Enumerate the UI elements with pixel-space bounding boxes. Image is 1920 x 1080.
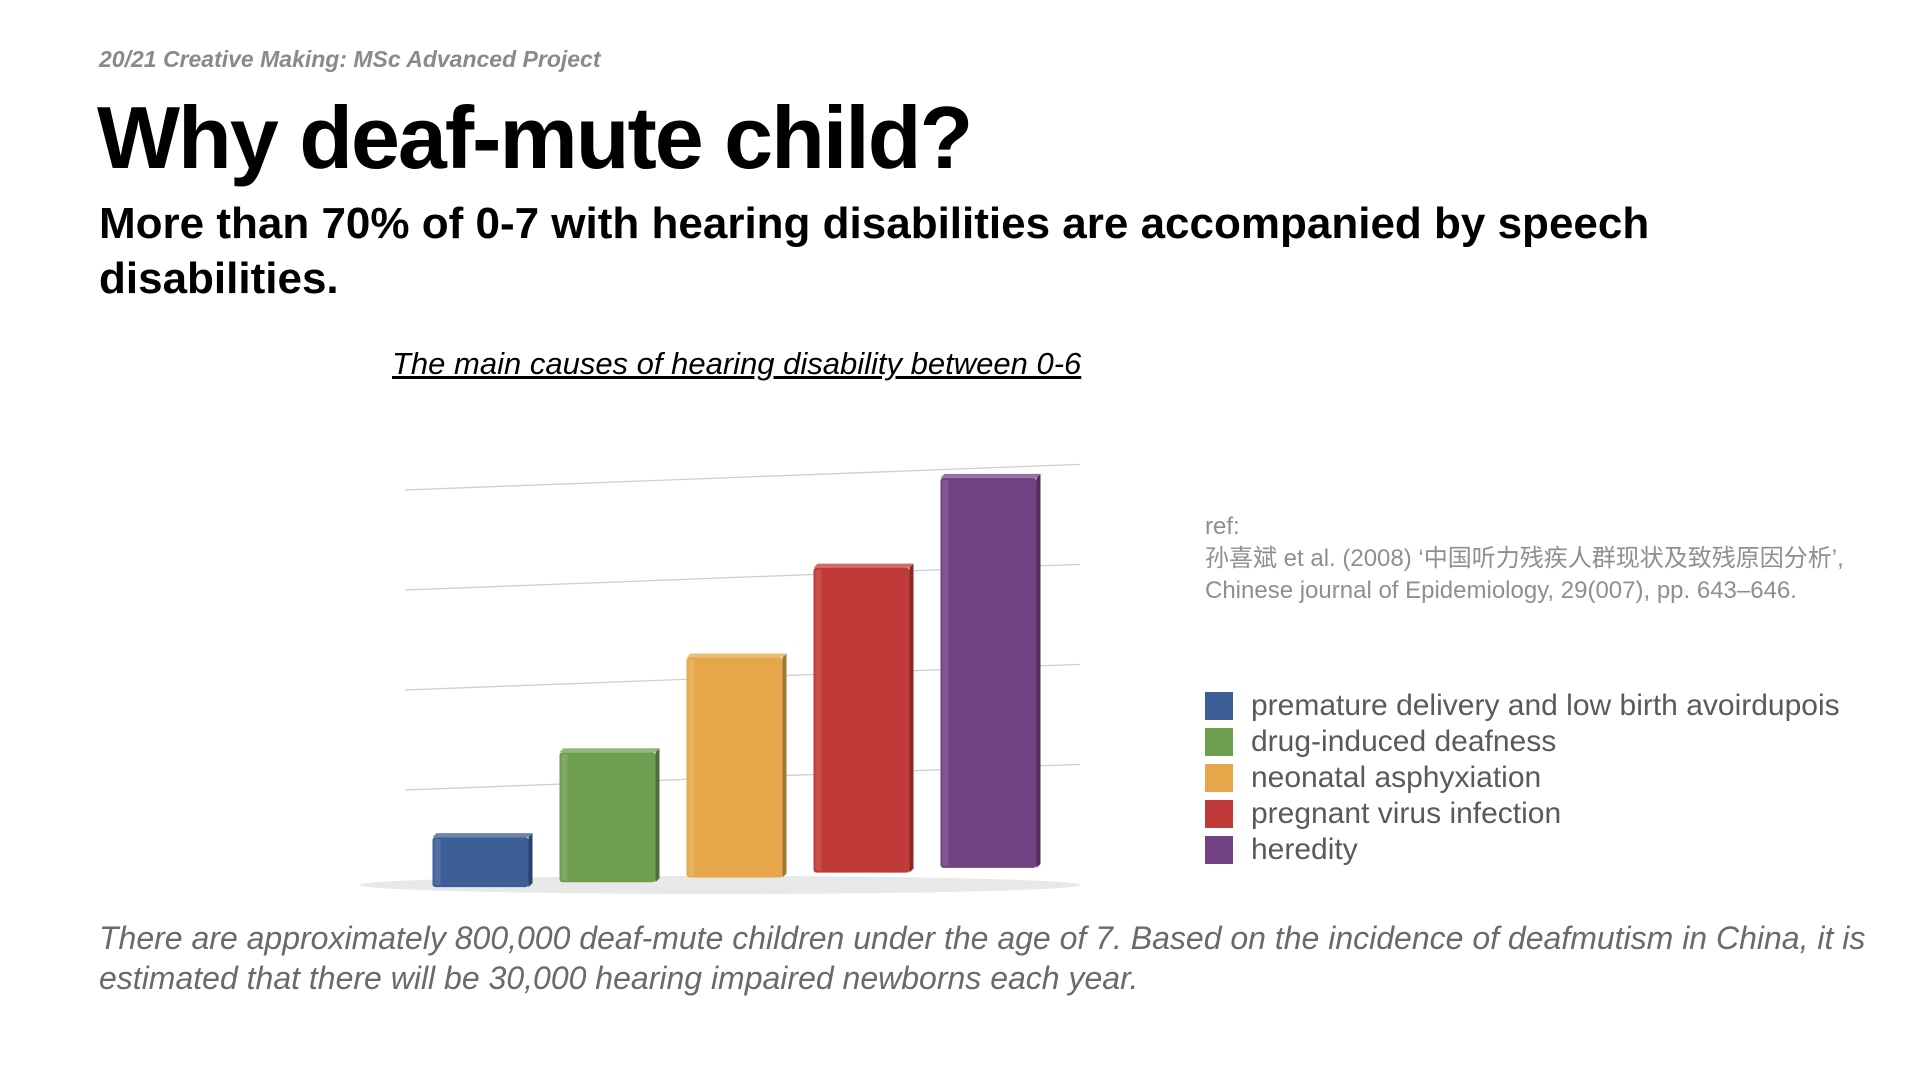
bar-side — [655, 748, 660, 883]
bar-front — [559, 752, 656, 883]
reference: ref: 孙喜斌 et al. (2008) ‘中国听力残疾人群现状及致残原因分… — [1205, 511, 1844, 607]
bar-side — [1036, 473, 1041, 868]
bar-highlight — [815, 569, 822, 871]
course-label: 20/21 Creative Making: MSc Advanced Proj… — [99, 46, 601, 72]
bar-highlight — [688, 659, 695, 876]
bar-chart — [360, 463, 1081, 894]
bar-front — [686, 657, 783, 878]
legend-label: heredity — [1251, 833, 1358, 866]
legend-item: pregnant virus infection — [1205, 796, 1840, 832]
legend-label: premature delivery and low birth avoirdu… — [1251, 689, 1840, 722]
legend-label: pregnant virus infection — [1251, 797, 1562, 830]
bar-highlight — [942, 479, 949, 866]
legend-item: neonatal asphyxiation — [1205, 760, 1840, 796]
bar-5 — [940, 473, 1041, 868]
bar-1 — [432, 833, 533, 888]
bar-front — [940, 477, 1037, 868]
legend-item: heredity — [1205, 832, 1840, 868]
legend-swatch — [1205, 836, 1233, 864]
bar-top — [559, 748, 660, 753]
bar-front — [813, 567, 910, 873]
legend-swatch — [1205, 692, 1233, 720]
legend-item: drug-induced deafness — [1205, 724, 1840, 760]
bar-top — [686, 653, 787, 658]
page-title: Why deaf-mute child? — [97, 88, 973, 187]
bar-top — [432, 833, 533, 838]
bar-top — [813, 563, 914, 568]
bar-top — [940, 473, 1041, 478]
bar-side — [909, 563, 914, 873]
bar-front — [432, 837, 529, 888]
legend-item: premature delivery and low birth avoirdu… — [1205, 688, 1840, 724]
legend-label: drug-induced deafness — [1251, 725, 1557, 758]
legend-swatch — [1205, 800, 1233, 828]
bar-4 — [813, 563, 914, 873]
legend-label: neonatal asphyxiation — [1251, 761, 1542, 794]
gridline — [404, 463, 1081, 491]
bar-highlight — [561, 754, 568, 881]
bar-2 — [559, 748, 660, 883]
reference-line-1: 孙喜斌 et al. (2008) ‘中国听力残疾人群现状及致残原因分析’, — [1205, 545, 1844, 572]
legend-swatch — [1205, 764, 1233, 792]
chart-legend: premature delivery and low birth avoirdu… — [1205, 688, 1840, 868]
footer-note: There are approximately 800,000 deaf-mut… — [99, 920, 1866, 996]
reference-line-2: Chinese journal of Epidemiology, 29(007)… — [1205, 577, 1797, 604]
page-subtitle: More than 70% of 0-7 with hearing disabi… — [99, 199, 1650, 303]
bar-side — [782, 653, 787, 878]
chart-title: The main causes of hearing disability be… — [392, 346, 1082, 381]
bar-3 — [686, 653, 787, 878]
floor-shadow — [360, 876, 1080, 894]
bar-side — [528, 833, 533, 888]
reference-label: ref: — [1205, 513, 1240, 540]
legend-swatch — [1205, 728, 1233, 756]
bar-highlight — [434, 839, 441, 886]
